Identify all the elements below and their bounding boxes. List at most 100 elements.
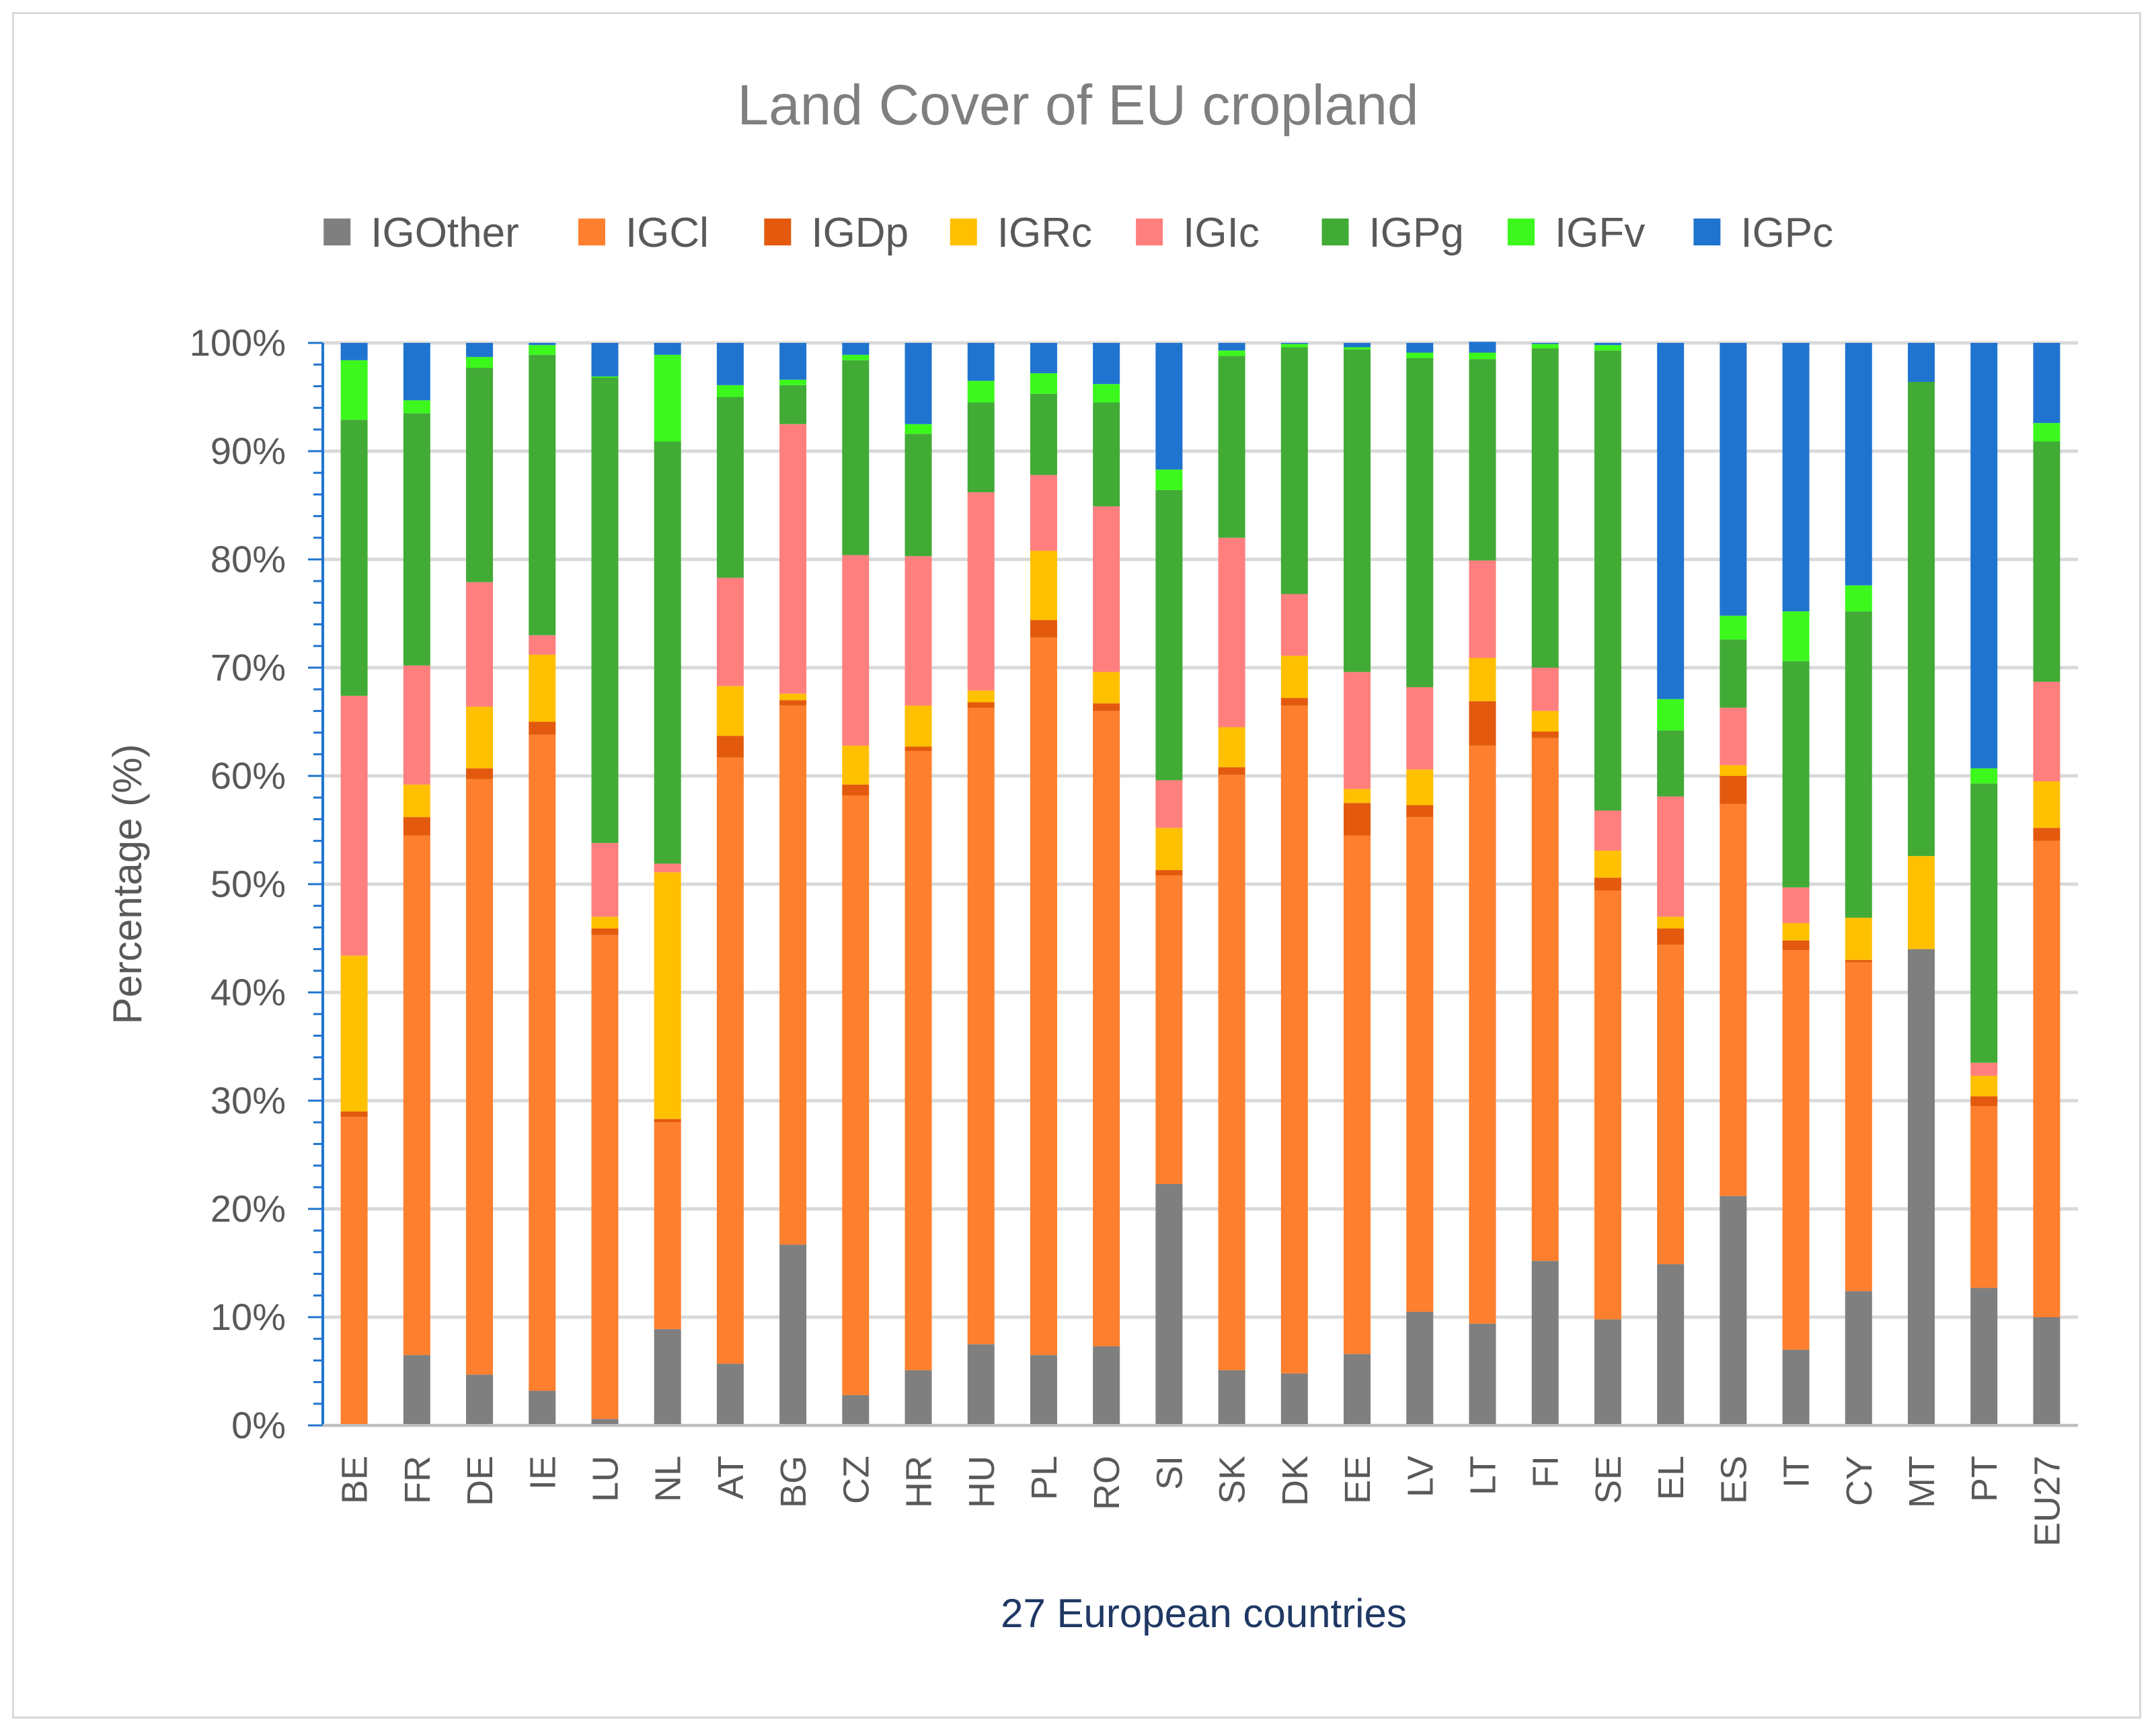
bar-segment-igpg [1406, 358, 1434, 687]
x-tick-label: EE [1338, 1456, 1378, 1504]
bar-segment-igcl [1469, 745, 1496, 1324]
bar-segment-igpc [466, 343, 494, 357]
x-tick-label: EL [1651, 1456, 1691, 1500]
x-tick-label: CZ [836, 1456, 876, 1504]
bar-segment-igdp [1845, 959, 1872, 962]
legend-label: IGIc [1183, 210, 1260, 256]
x-tick-label: NL [648, 1456, 689, 1502]
bar-segment-igother [1030, 1355, 1057, 1425]
bar-segment-igdp [1093, 703, 1120, 711]
bar-segment-igfv [1657, 699, 1685, 731]
x-tick-label: PL [1024, 1456, 1065, 1500]
bar-segment-igrc [1531, 711, 1559, 732]
bar-segment-igpc [1469, 342, 1496, 353]
x-tick-label: IE [523, 1456, 563, 1490]
legend-label: IGRc [997, 210, 1092, 256]
bar-segment-igrc [716, 686, 744, 736]
bar-segment-igdp [340, 1111, 368, 1117]
bar-segment-igpg [591, 377, 619, 843]
bar-segment-igpg [529, 354, 556, 635]
bar-segment-igdp [403, 817, 430, 836]
bar-segment-igrc [340, 955, 368, 1112]
bar-segment-igpc [1970, 343, 1998, 769]
legend-item-igcl: IGCl [578, 210, 709, 256]
bar-segment-igpc [842, 343, 870, 355]
bar-segment-igpg [1594, 350, 1621, 811]
legend-swatch [764, 219, 792, 245]
x-tick-label: RO [1087, 1456, 1127, 1510]
bar-segment-igpg [1907, 381, 1935, 857]
x-tick-label: BG [773, 1456, 814, 1508]
bar-segment-igcl [403, 835, 430, 1355]
legend-item-igother: IGOther [323, 210, 519, 256]
bar-segment-igrc [1155, 828, 1183, 871]
bar-segment-igcl [340, 1117, 368, 1425]
bar-stack-lv [1406, 343, 1434, 1425]
bar-segment-igcl [779, 705, 807, 1245]
bar-segment-igpc [2033, 343, 2061, 424]
bar-stack-mt [1907, 343, 1935, 1425]
bar-segment-igother [1531, 1261, 1559, 1425]
bar-stack-fr [403, 343, 430, 1425]
bar-segment-igcl [967, 707, 995, 1345]
bar-stack-be [340, 343, 368, 1425]
legend-swatch [1507, 219, 1535, 245]
bar-segment-igpg [1657, 730, 1685, 797]
y-tick-label: 30% [210, 1079, 286, 1121]
bar-segment-igrc [1907, 856, 1935, 949]
x-tick-label: SK [1212, 1456, 1253, 1504]
bar-segment-igpg [716, 397, 744, 578]
x-tick-label: LV [1400, 1456, 1440, 1497]
bar-segment-igcl [716, 757, 744, 1364]
x-tick-label: ES [1714, 1456, 1754, 1504]
legend-item-igpc: IGPc [1693, 210, 1833, 256]
bar-segment-igrc [1970, 1075, 1998, 1097]
bar-segment-igcl [904, 750, 932, 1370]
bar-segment-igrc [1657, 916, 1685, 929]
bar-segment-igother [1594, 1319, 1621, 1425]
bar-segment-igpc [1093, 343, 1120, 385]
bar-segment-igother [1845, 1291, 1872, 1425]
bar-segment-igfv [1218, 350, 1245, 356]
chart-title: Land Cover of EU cropland [737, 73, 1418, 136]
bar-segment-igrc [842, 745, 870, 785]
x-tick-label: EU27 [2027, 1456, 2067, 1546]
bar-segment-igother [529, 1390, 556, 1425]
bar-segment-igother [1720, 1195, 1747, 1425]
bar-stack-de [466, 343, 494, 1425]
bar-segment-igother [1406, 1311, 1434, 1425]
x-axis-label: 27 European countries [1001, 1591, 1407, 1636]
bar-segment-igic [340, 695, 368, 956]
bar-stack-lt [1469, 342, 1496, 1425]
bar-segment-igother [779, 1245, 807, 1425]
bars [340, 342, 2061, 1425]
bar-segment-igrc [1845, 917, 1872, 960]
bar-segment-igother [1155, 1183, 1183, 1425]
bar-segment-igrc [1093, 672, 1120, 704]
x-tick-label: CY [1839, 1456, 1880, 1506]
bar-segment-igdp [466, 768, 494, 779]
bar-segment-igrc [1030, 551, 1057, 621]
bar-segment-igdp [1531, 731, 1559, 738]
bar-segment-igic [779, 424, 807, 694]
bar-segment-igother [1218, 1370, 1245, 1425]
bar-segment-igpg [1720, 639, 1747, 708]
bar-segment-igcl [1782, 950, 1810, 1350]
bar-segment-igdp [1782, 940, 1810, 951]
bar-segment-igcl [1657, 945, 1685, 1265]
bar-segment-igic [1469, 560, 1496, 658]
bar-segment-igdp [1594, 877, 1621, 891]
legend-item-igrc: IGRc [950, 210, 1092, 256]
bar-stack-ie [529, 343, 556, 1425]
bar-segment-igfv [842, 354, 870, 360]
bar-segment-igrc [2033, 781, 2061, 828]
bar-segment-igic [2033, 681, 2061, 782]
bar-segment-igfv [1155, 469, 1183, 490]
legend-swatch [323, 219, 351, 245]
bar-stack-at [716, 343, 744, 1425]
bar-segment-igfv [1344, 347, 1371, 350]
bar-stack-es [1720, 343, 1747, 1425]
bar-segment-igic [1218, 537, 1245, 727]
x-tick-label: FR [397, 1456, 438, 1504]
bar-segment-igcl [1720, 803, 1747, 1196]
